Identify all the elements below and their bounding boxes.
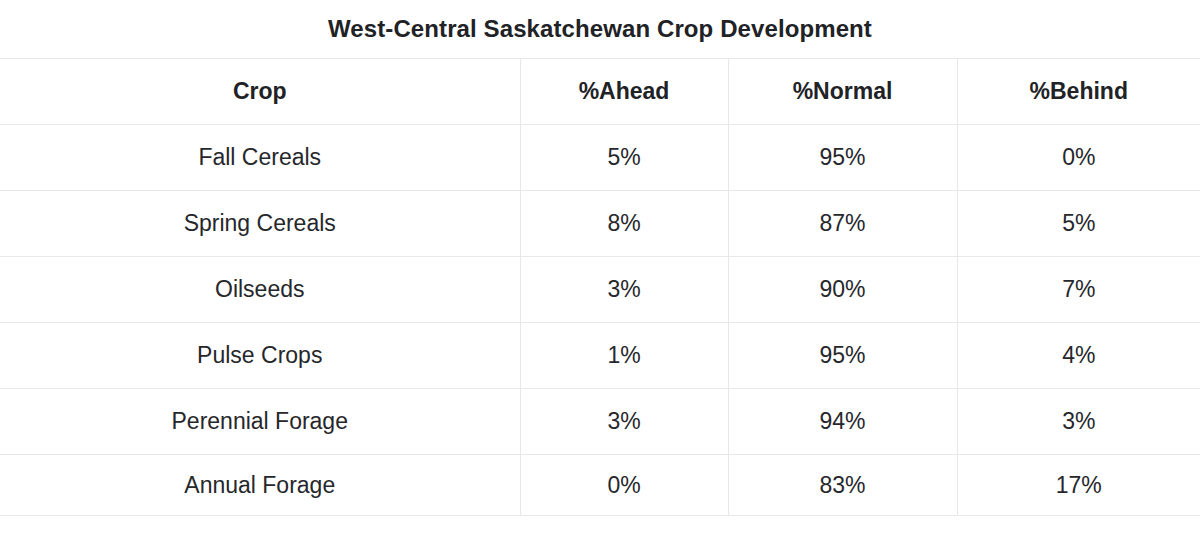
table-row-annual-forage: Annual Forage 0% 83% 17% <box>0 455 1200 516</box>
cell-ahead: 0% <box>520 455 728 516</box>
cell-behind: 4% <box>957 323 1200 389</box>
cell-normal: 83% <box>728 455 957 516</box>
cell-normal: 95% <box>728 125 957 191</box>
cell-behind: 5% <box>957 191 1200 257</box>
cell-normal: 90% <box>728 257 957 323</box>
cell-crop: Pulse Crops <box>0 323 520 389</box>
cell-crop: Perennial Forage <box>0 389 520 455</box>
cell-crop: Annual Forage <box>0 455 520 516</box>
cell-crop: Oilseeds <box>0 257 520 323</box>
table-row-perennial-forage: Perennial Forage 3% 94% 3% <box>0 389 1200 455</box>
cell-normal: 94% <box>728 389 957 455</box>
cell-behind: 7% <box>957 257 1200 323</box>
column-header-normal: %Normal <box>728 59 957 125</box>
cell-ahead: 3% <box>520 257 728 323</box>
cell-normal: 87% <box>728 191 957 257</box>
table-row-oilseeds: Oilseeds 3% 90% 7% <box>0 257 1200 323</box>
cell-ahead: 8% <box>520 191 728 257</box>
cell-ahead: 3% <box>520 389 728 455</box>
page-title: West-Central Saskatchewan Crop Developme… <box>328 15 872 43</box>
cell-ahead: 5% <box>520 125 728 191</box>
cell-behind: 3% <box>957 389 1200 455</box>
cell-crop: Spring Cereals <box>0 191 520 257</box>
title-bar: West-Central Saskatchewan Crop Developme… <box>0 0 1200 58</box>
cell-ahead: 1% <box>520 323 728 389</box>
cell-crop: Fall Cereals <box>0 125 520 191</box>
cell-behind: 17% <box>957 455 1200 516</box>
column-header-behind: %Behind <box>957 59 1200 125</box>
bottom-whitespace <box>0 516 1200 542</box>
crop-development-table: Crop %Ahead %Normal %Behind Fall Cereals… <box>0 58 1200 516</box>
column-header-crop: Crop <box>0 59 520 125</box>
table-row-fall-cereals: Fall Cereals 5% 95% 0% <box>0 125 1200 191</box>
cell-normal: 95% <box>728 323 957 389</box>
column-header-ahead: %Ahead <box>520 59 728 125</box>
table-header-row: Crop %Ahead %Normal %Behind <box>0 59 1200 125</box>
table-row-spring-cereals: Spring Cereals 8% 87% 5% <box>0 191 1200 257</box>
cell-behind: 0% <box>957 125 1200 191</box>
table-row-pulse-crops: Pulse Crops 1% 95% 4% <box>0 323 1200 389</box>
